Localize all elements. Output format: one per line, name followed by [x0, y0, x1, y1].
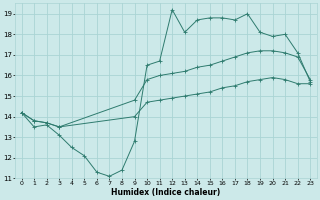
- X-axis label: Humidex (Indice chaleur): Humidex (Indice chaleur): [111, 188, 220, 197]
